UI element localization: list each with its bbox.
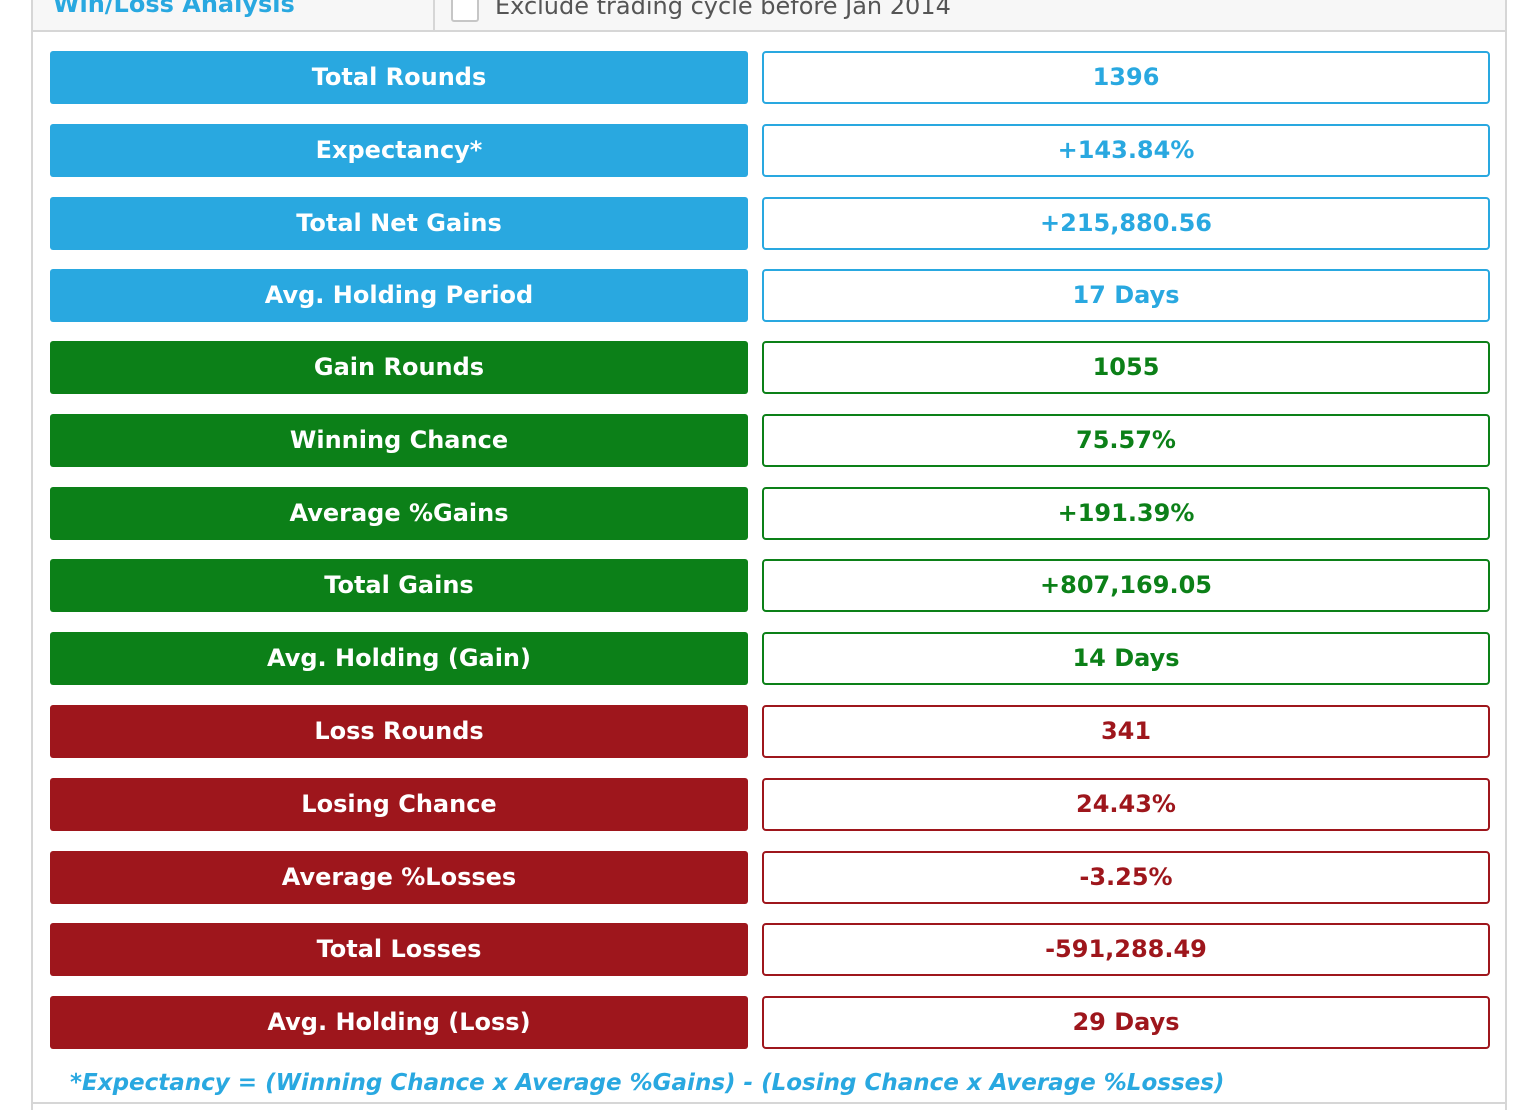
stat-row-total-gains: Total Gains +807,169.05 (50, 559, 1490, 612)
stat-value: -3.25% (762, 851, 1490, 904)
stat-label: Avg. Holding (Gain) (50, 632, 748, 685)
panel-header: Win/Loss Analysis Exclude trading cycle … (33, 0, 1505, 32)
stat-label: Total Net Gains (50, 197, 748, 250)
exclude-cycle-label[interactable]: Exclude trading cycle before Jan 2014 (495, 0, 951, 20)
panel-bottom-rule (33, 1102, 1505, 1104)
stat-row-expectancy: Expectancy* +143.84% (50, 124, 1490, 177)
stat-row-total-losses: Total Losses -591,288.49 (50, 923, 1490, 976)
stat-label: Avg. Holding Period (50, 269, 748, 322)
stat-value: +807,169.05 (762, 559, 1490, 612)
stat-label: Average %Losses (50, 851, 748, 904)
stat-row-total-rounds: Total Rounds 1396 (50, 51, 1490, 104)
stat-value: 14 Days (762, 632, 1490, 685)
stat-label: Total Losses (50, 923, 748, 976)
stat-value: 341 (762, 705, 1490, 758)
stat-row-winning-chance: Winning Chance 75.57% (50, 414, 1490, 467)
stat-value: +143.84% (762, 124, 1490, 177)
stat-row-avg-holding-gain: Avg. Holding (Gain) 14 Days (50, 632, 1490, 685)
stat-value: 24.43% (762, 778, 1490, 831)
stat-label: Total Gains (50, 559, 748, 612)
stat-row-total-net-gains: Total Net Gains +215,880.56 (50, 197, 1490, 250)
stat-row-loss-rounds: Loss Rounds 341 (50, 705, 1490, 758)
stat-row-avg-holding-period: Avg. Holding Period 17 Days (50, 269, 1490, 322)
stat-value: 29 Days (762, 996, 1490, 1049)
stat-value: -591,288.49 (762, 923, 1490, 976)
expectancy-footnote: *Expectancy = (Winning Chance x Average … (70, 1070, 1225, 1096)
stat-label: Expectancy* (50, 124, 748, 177)
stat-label: Losing Chance (50, 778, 748, 831)
stat-value: 75.57% (762, 414, 1490, 467)
stat-row-losing-chance: Losing Chance 24.43% (50, 778, 1490, 831)
stat-label: Total Rounds (50, 51, 748, 104)
stat-label: Winning Chance (50, 414, 748, 467)
stat-value: 1055 (762, 341, 1490, 394)
stat-label: Loss Rounds (50, 705, 748, 758)
stat-label: Average %Gains (50, 487, 748, 540)
stat-row-avg-holding-loss: Avg. Holding (Loss) 29 Days (50, 996, 1490, 1049)
exclude-cycle-checkbox[interactable] (451, 0, 479, 22)
panel-title: Win/Loss Analysis (53, 0, 295, 18)
stat-label: Gain Rounds (50, 341, 748, 394)
stat-row-average-losses: Average %Losses -3.25% (50, 851, 1490, 904)
stat-label: Avg. Holding (Loss) (50, 996, 748, 1049)
win-loss-panel: Win/Loss Analysis Exclude trading cycle … (31, 0, 1507, 1110)
stat-row-average-gains: Average %Gains +191.39% (50, 487, 1490, 540)
header-divider (433, 0, 435, 30)
stat-value: +215,880.56 (762, 197, 1490, 250)
stat-value: +191.39% (762, 487, 1490, 540)
stat-row-gain-rounds: Gain Rounds 1055 (50, 341, 1490, 394)
stat-value: 1396 (762, 51, 1490, 104)
stat-value: 17 Days (762, 269, 1490, 322)
